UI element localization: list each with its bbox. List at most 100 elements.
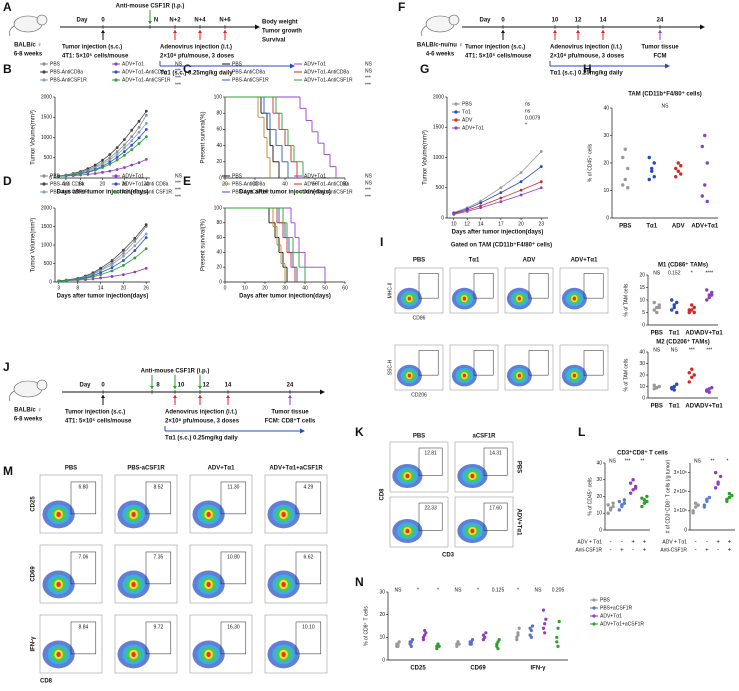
y-axis-label: Tumor Volume(mm³) xyxy=(423,130,429,185)
data-point xyxy=(672,305,676,310)
data-point xyxy=(690,375,694,379)
x-axis-label: Days after tumor injection(days) xyxy=(57,190,149,196)
significance-label: NS xyxy=(365,61,373,67)
series-line xyxy=(453,166,542,214)
data-point xyxy=(617,508,622,512)
y-tick-label: 0 xyxy=(382,657,385,663)
series-point xyxy=(123,143,126,147)
series-line xyxy=(453,151,542,213)
series-point xyxy=(71,173,75,177)
data-point xyxy=(606,503,610,507)
data-point xyxy=(687,308,691,312)
series-point xyxy=(91,275,95,279)
series-point xyxy=(144,266,148,270)
gate xyxy=(70,551,97,585)
significance-label: **** xyxy=(705,270,713,276)
data-point xyxy=(710,293,714,297)
data-point xyxy=(622,498,627,502)
y-tick-label: 0 xyxy=(441,215,444,221)
series-point xyxy=(137,130,141,134)
data-point xyxy=(713,470,718,475)
series-point xyxy=(144,157,148,161)
data-point xyxy=(727,495,732,500)
series-point xyxy=(130,139,134,143)
condition-sign: - xyxy=(695,540,697,546)
series-point xyxy=(144,236,148,240)
significance-label: NS xyxy=(175,173,183,179)
data-point xyxy=(396,644,400,649)
data-point xyxy=(650,169,654,173)
legend-label: PBS xyxy=(50,173,61,179)
arrow-head xyxy=(300,428,305,434)
mouse-head xyxy=(36,379,48,391)
legend-label: ADV+Tα1-AntiCSF1R xyxy=(122,77,171,83)
series-point xyxy=(108,153,112,156)
day-label: Day xyxy=(479,18,491,24)
significance-label: *** xyxy=(175,75,181,81)
y-tick-label: 500 xyxy=(436,185,445,191)
panel-letter: L xyxy=(578,425,585,439)
data-point xyxy=(543,622,547,626)
x-tick-label: ADV+Tα1 xyxy=(696,331,724,337)
day-number: 24 xyxy=(287,383,294,389)
flow-y-label: SSC-H xyxy=(387,359,393,375)
data-point xyxy=(702,505,707,509)
y-tick-label: 60 xyxy=(216,127,222,133)
legend-marker xyxy=(592,614,596,618)
gate-percent: 17.60 xyxy=(489,505,502,511)
data-point xyxy=(657,305,661,310)
data-point xyxy=(674,175,678,179)
legend-marker xyxy=(454,102,458,106)
row-label: PBS xyxy=(515,461,521,473)
legend-label: ADV+Tα1 xyxy=(462,125,484,131)
series-point xyxy=(110,259,114,262)
legend-marker xyxy=(114,190,118,194)
legend-marker xyxy=(454,126,458,130)
legend-marker xyxy=(42,182,46,186)
condition-sign: + xyxy=(643,540,647,546)
condition-sign: - xyxy=(706,540,708,546)
day-number: 0 xyxy=(101,18,105,24)
x-tick-label: CD25 xyxy=(410,666,426,672)
x-tick-label: ADV xyxy=(672,224,685,230)
series-point xyxy=(539,186,543,190)
legend-label: ADV+Tα1-Anti CSF1R xyxy=(122,189,172,195)
x-axis-label: Days after tumor injection(days) xyxy=(57,294,149,300)
series-point xyxy=(99,276,102,280)
flow-density xyxy=(206,511,211,518)
data-point xyxy=(626,186,630,190)
significance-label: *** xyxy=(365,194,371,200)
gate-percent: 9.72 xyxy=(154,624,164,630)
gate xyxy=(483,447,508,476)
series-point xyxy=(519,171,523,175)
series-point xyxy=(130,163,134,167)
gate xyxy=(528,273,549,299)
data-point xyxy=(611,501,615,505)
panel-letter: B xyxy=(3,62,12,76)
arrow-head xyxy=(198,386,202,389)
significance-label: * xyxy=(417,587,419,593)
series-point xyxy=(144,247,148,251)
endpoint-label: Survival xyxy=(262,38,286,44)
adenovirus-label: Adenovirus injection (i.t.) xyxy=(160,45,232,51)
data-point xyxy=(687,310,691,315)
panel-letter: I xyxy=(380,235,383,249)
arrow-head xyxy=(198,30,202,33)
day-number: N+4 xyxy=(194,18,206,24)
adenovirus-label: 2×10⁸ pfu/mouse, 3 doses xyxy=(165,419,240,425)
condition-sign: - xyxy=(610,540,612,546)
x-tick-label: PBS xyxy=(651,404,663,410)
column-header: PBS-aCSF1R xyxy=(127,466,165,472)
data-point xyxy=(675,300,679,305)
endpoint-label: FCM xyxy=(654,54,667,60)
tumor-label: Tumor injection (s.c.) xyxy=(62,45,122,51)
adenovirus-label: Adenovirus injection (i.t.) xyxy=(550,45,622,51)
significance-label: *** xyxy=(365,187,371,193)
row-label: ADV+Tα1 xyxy=(515,509,521,537)
arrow-head xyxy=(576,30,580,33)
column-header: PBS xyxy=(413,434,425,440)
flow-density xyxy=(517,373,522,378)
series-point xyxy=(99,273,102,276)
panel-letter: E xyxy=(183,174,191,188)
series-point xyxy=(133,249,137,252)
